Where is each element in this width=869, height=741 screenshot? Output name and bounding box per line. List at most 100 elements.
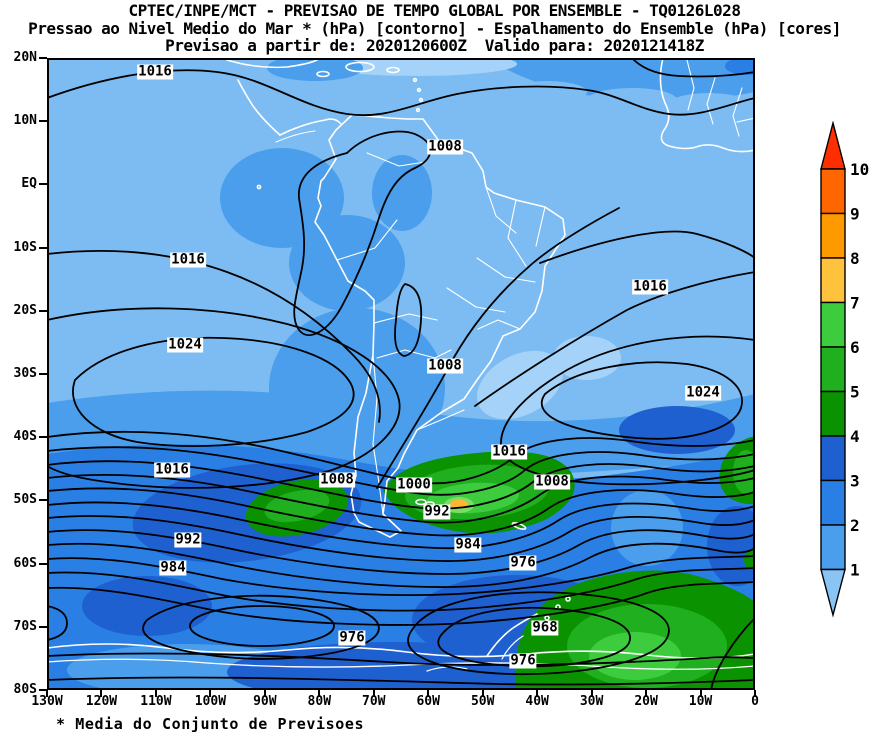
y-axis-tick-mark: [39, 309, 47, 312]
y-axis-tick-mark: [39, 499, 47, 502]
contour-label: 1024: [685, 384, 721, 401]
contour-labels-overlay: 1016 1008 1016 1024 1016 1024 1008 1016 1016 1008…: [47, 58, 755, 690]
x-axis-tick-mark: [699, 690, 702, 697]
contour-label: 992: [174, 531, 202, 548]
y-axis-tick-mark: [39, 246, 47, 249]
y-axis-tick-label: 10S: [13, 239, 37, 255]
x-axis-tick-mark: [154, 690, 157, 697]
y-axis-tick-mark: [39, 57, 47, 59]
x-axis-tick-mark: [209, 690, 212, 697]
colorbar-segment: [820, 524, 846, 571]
y-axis-tick-mark: [39, 120, 47, 123]
colorbar-tick-label: 7: [850, 294, 860, 313]
contour-label: 1008: [427, 138, 463, 155]
spread-shading-layer: [47, 58, 755, 690]
x-axis-tick-mark: [372, 690, 375, 697]
contour-label: 968: [531, 619, 559, 636]
contour-label: 1016: [632, 278, 668, 295]
map-frame-border: [47, 58, 755, 690]
x-axis-tick-label: 60W: [416, 694, 440, 709]
y-axis-tick-mark: [39, 373, 47, 375]
contour-label: 984: [159, 559, 187, 576]
y-axis-tick-mark: [39, 689, 47, 691]
x-axis-tick-label: 70W: [362, 694, 386, 709]
x-axis-tick-mark: [318, 690, 321, 697]
colorbar-arrow-bottom: [820, 568, 846, 618]
y-axis-tick-mark: [39, 625, 47, 628]
x-axis-tick-mark: [645, 690, 648, 697]
colorbar-segment: [820, 479, 846, 526]
y-axis-tick-mark: [39, 183, 47, 186]
x-axis-tick-label: 130W: [31, 694, 63, 709]
chart-title: CPTEC/INPE/MCT - PREVISAO DE TEMPO GLOBA…: [128, 1, 741, 20]
colorbar-tick-label: 9: [850, 205, 860, 224]
y-axis-tick-label: 20S: [13, 302, 37, 318]
map-plot-area: 1016 1008 1016 1024 1016 1024 1008 1016 1016 1008…: [47, 58, 755, 690]
colorbar-tick-label: 3: [850, 472, 860, 491]
contour-label: 1024: [167, 336, 203, 353]
contour-label: 1016: [154, 461, 190, 478]
colorbar-tick-label: 1: [850, 561, 860, 580]
country-borders: [336, 152, 546, 515]
colorbar-segment: [820, 346, 846, 393]
x-axis-tick-label: 30W: [579, 694, 604, 709]
x-axis-tick-mark: [100, 690, 103, 697]
y-axis-tick-mark: [39, 436, 47, 439]
x-axis-tick-label: 120W: [85, 694, 118, 709]
x-axis-tick-label: 20W: [634, 694, 658, 709]
contour-label: 1016: [170, 251, 206, 268]
colorbar-tick-label: 8: [850, 249, 860, 268]
contour-label: 976: [509, 652, 537, 669]
colorbar-tick-label: 4: [850, 427, 860, 446]
x-axis-tick-mark: [590, 690, 593, 697]
y-axis-tick-label: 20N: [13, 50, 37, 65]
contour-label: 976: [338, 629, 366, 646]
contour-label: 976: [509, 554, 537, 571]
x-axis-tick-label: 80W: [307, 694, 332, 709]
y-axis-tick-label: 30S: [13, 366, 37, 381]
contour-label: 1008: [319, 471, 355, 488]
contour-label: 1008: [534, 473, 570, 490]
y-axis-tick-label: 40S: [13, 429, 37, 445]
x-axis-tick-mark: [536, 690, 539, 697]
colorbar-tick-label: 2: [850, 516, 860, 535]
colorbar-segment: [820, 435, 846, 482]
y-axis-tick-label: 80S: [13, 682, 37, 697]
chart-init-valid-line: Previsao a partir de: 2020120600Z Valido…: [165, 36, 704, 55]
colorbar-segment: [820, 301, 846, 348]
x-axis-tick-label: 100W: [194, 694, 227, 709]
colorbar-segment: [820, 168, 846, 215]
x-axis-tick-mark: [754, 690, 756, 697]
colorbar-segment: [820, 390, 846, 437]
contour-label: 984: [454, 536, 482, 553]
colorbar-tick-label: 5: [850, 383, 860, 402]
y-axis-tick-label: 50S: [13, 492, 37, 508]
colorbar-legend: 10 9 8 7 6 5 4 3 2 1: [819, 120, 869, 621]
contour-label: 1008: [427, 357, 463, 374]
contour-label: 992: [423, 503, 451, 520]
y-axis-tick-label: 70S: [13, 618, 37, 634]
colorbar-graphic: 10 9 8 7 6 5 4 3 2 1: [820, 120, 869, 618]
colorbar-tick-label: 6: [850, 338, 860, 357]
x-axis-tick-label: 110W: [140, 694, 172, 709]
x-axis-tick-label: 90W: [253, 694, 277, 709]
x-axis-tick-mark: [46, 690, 48, 697]
coastline-layer: [47, 58, 755, 672]
footnote-ensemble-mean: * Media do Conjunto de Previsoes: [56, 715, 365, 733]
colorbar-arrow-top: [820, 120, 846, 170]
y-axis-tick-label: EQ: [21, 176, 37, 192]
x-axis-tick-mark: [427, 690, 430, 697]
y-axis-tick-mark: [39, 562, 47, 565]
x-axis-tick-label: 40W: [525, 694, 549, 709]
chart-subtitle: Pressao ao Nivel Medio do Mar * (hPa) [c…: [28, 19, 841, 38]
colorbar-segment: [820, 257, 846, 304]
colorbar-tick-label: 10: [850, 160, 869, 179]
contour-label: 1016: [491, 443, 527, 460]
x-axis-tick-label: 10W: [688, 694, 713, 709]
x-axis-tick-mark: [481, 690, 484, 697]
colorbar-segment: [820, 212, 846, 259]
map-graphic: [47, 58, 755, 690]
africa-borders: [686, 59, 755, 137]
x-axis-tick-mark: [263, 690, 266, 697]
